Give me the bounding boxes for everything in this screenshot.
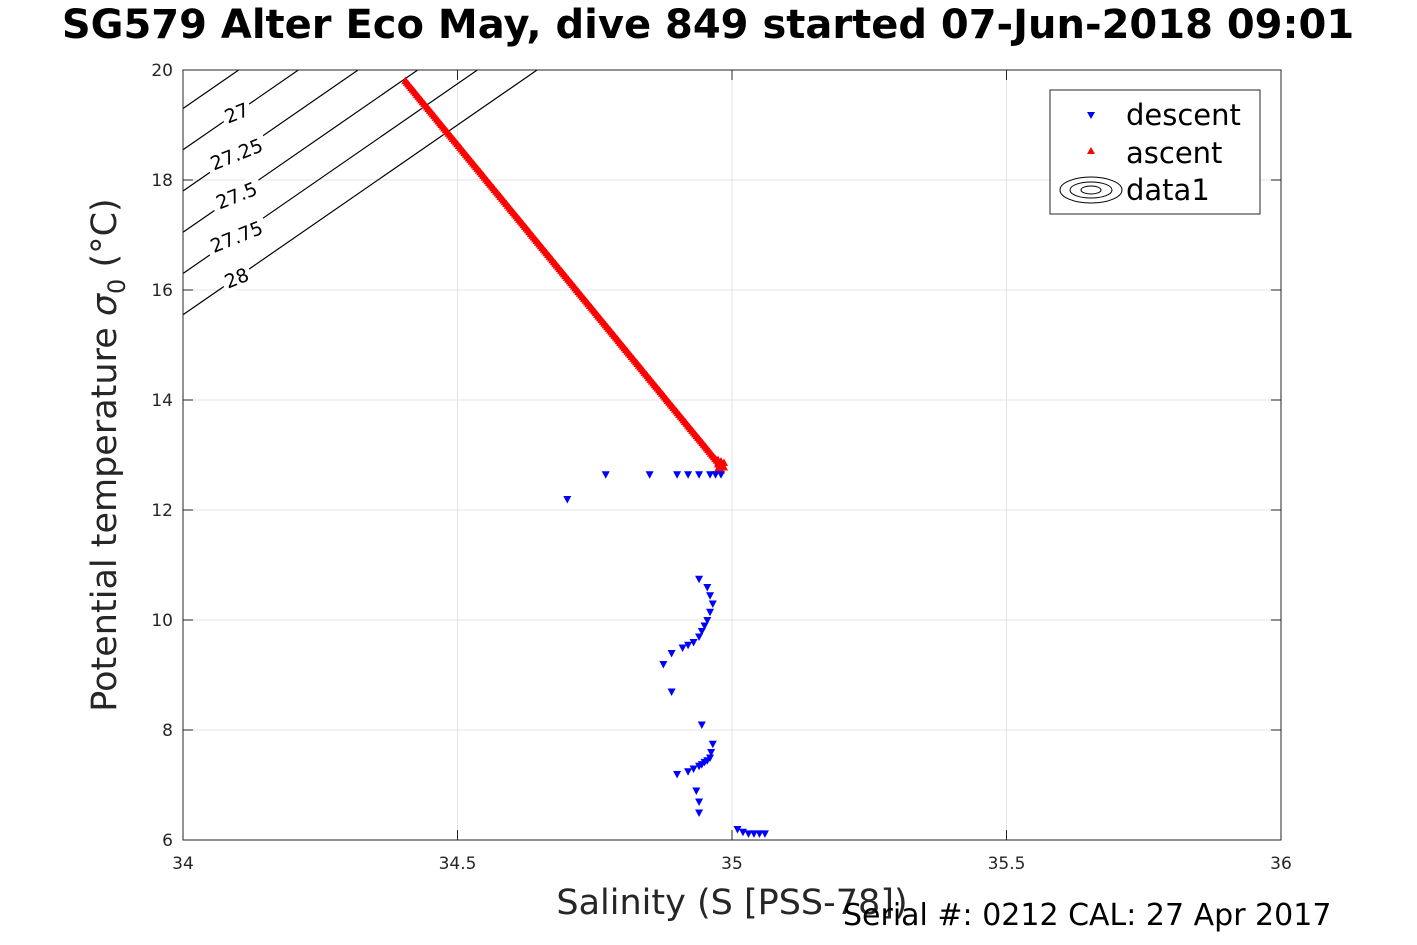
descent-point bbox=[678, 644, 687, 652]
isopycnal-label-bg bbox=[218, 97, 255, 129]
legend-data1-label: data1 bbox=[1126, 173, 1210, 207]
descent-point bbox=[707, 749, 716, 757]
descent-point bbox=[695, 633, 704, 641]
series-ascent bbox=[401, 76, 729, 474]
x-tick-label: 34.5 bbox=[439, 854, 477, 874]
descent-point bbox=[695, 798, 704, 806]
descent-point bbox=[708, 600, 717, 608]
descent-point bbox=[689, 639, 698, 647]
x-tick-label: 35 bbox=[721, 854, 743, 874]
descent-point bbox=[708, 740, 717, 749]
isopycnal-line bbox=[183, 0, 1281, 26]
isopycnal-label-bg bbox=[203, 132, 270, 176]
descent-point bbox=[645, 471, 654, 479]
x-tick-label: 36 bbox=[1270, 854, 1292, 874]
calibration-footer: Serial #: 0212 CAL: 27 Apr 2017 bbox=[843, 898, 1332, 933]
legend-ascent-label: ascent bbox=[1126, 136, 1222, 170]
isopycnal-label-bg bbox=[218, 262, 255, 294]
descent-point bbox=[684, 471, 693, 479]
descent-point bbox=[706, 592, 715, 600]
descent-point bbox=[697, 628, 706, 636]
descent-point bbox=[697, 721, 706, 729]
y-tick-label: 16 bbox=[151, 281, 173, 301]
descent-point bbox=[667, 688, 676, 696]
y-tick-label: 18 bbox=[151, 171, 173, 191]
legend-ascent-marker bbox=[1087, 147, 1095, 154]
x-axis-ticks: 34 34.5 35 35.5 36 bbox=[172, 70, 1292, 874]
descent-point bbox=[755, 830, 764, 838]
isopycnal-line bbox=[183, 70, 479, 274]
legend: descent ascent data1 bbox=[1049, 89, 1261, 215]
descent-point bbox=[744, 830, 753, 838]
descent-point bbox=[700, 622, 709, 630]
descent-point bbox=[695, 575, 704, 584]
descent-point bbox=[706, 608, 715, 617]
descent-point bbox=[706, 471, 715, 479]
descent-point bbox=[692, 787, 701, 795]
descent-point bbox=[695, 471, 704, 479]
x-tick-label: 35.5 bbox=[988, 854, 1026, 874]
y-tick-label: 14 bbox=[151, 391, 173, 411]
descent-point bbox=[695, 809, 704, 817]
descent-point bbox=[749, 830, 758, 838]
descent-point bbox=[689, 765, 698, 773]
y-tick-label: 20 bbox=[151, 61, 173, 81]
y-axis-label: Potential temperature σ0 (°C) bbox=[85, 198, 131, 711]
descent-point bbox=[601, 471, 610, 479]
isopycnal-contours bbox=[183, 0, 1281, 316]
descent-point bbox=[695, 762, 704, 771]
isopycnal-label-bg bbox=[208, 175, 265, 216]
series-descent bbox=[563, 471, 769, 838]
descent-point bbox=[684, 641, 693, 650]
legend-descent-label: descent bbox=[1126, 98, 1241, 132]
x-tick-label: 34 bbox=[172, 854, 194, 874]
descent-point bbox=[659, 661, 668, 669]
chart-title: SG579 Alter Eco May, dive 849 started 07… bbox=[61, 2, 1355, 48]
descent-point bbox=[703, 584, 712, 592]
isopycnal-line bbox=[183, 0, 1281, 67]
x-axis-label: Salinity (S [PSS-78]) bbox=[556, 883, 907, 923]
descent-point bbox=[703, 617, 712, 625]
y-tick-label: 6 bbox=[162, 831, 173, 851]
descent-point bbox=[673, 771, 682, 779]
y-tick-label: 8 bbox=[162, 721, 173, 741]
descent-point bbox=[760, 830, 769, 838]
descent-point bbox=[684, 768, 693, 776]
descent-point bbox=[711, 471, 720, 479]
y-tick-label: 10 bbox=[151, 611, 173, 631]
descent-point bbox=[717, 471, 726, 479]
descent-point bbox=[673, 471, 682, 479]
y-tick-label: 12 bbox=[151, 501, 173, 521]
legend-descent-marker bbox=[1087, 112, 1095, 119]
descent-point bbox=[733, 826, 742, 834]
descent-point bbox=[667, 650, 676, 658]
isopycnal-line bbox=[183, 70, 419, 233]
legend-data1-marker bbox=[1059, 176, 1123, 204]
descent-point bbox=[563, 496, 572, 504]
y-axis-ticks: 6 8 10 12 14 16 18 20 bbox=[151, 61, 1281, 851]
isopycnal-label-bg bbox=[203, 214, 270, 259]
isopycnal-line bbox=[183, 70, 539, 316]
